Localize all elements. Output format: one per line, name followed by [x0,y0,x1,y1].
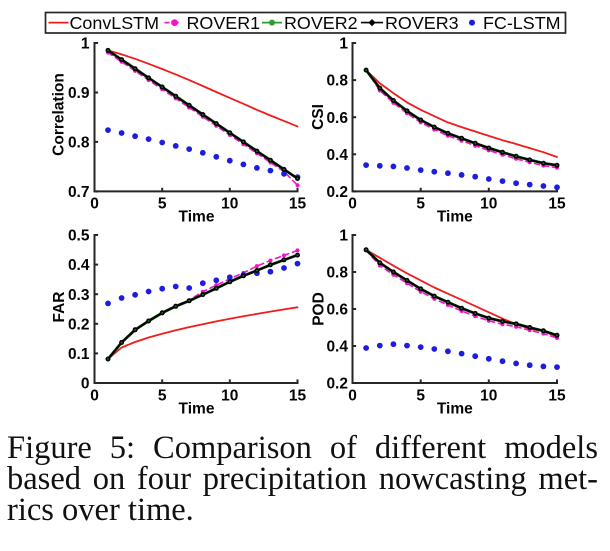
svg-text:ROVER1: ROVER1 [187,13,261,33]
svg-text:Time: Time [179,401,215,418]
svg-text:FC-LSTM: FC-LSTM [483,13,561,33]
svg-text:15: 15 [289,388,307,405]
svg-text:0.5: 0.5 [68,228,90,245]
svg-text:ROVER3: ROVER3 [385,13,459,33]
svg-text:1: 1 [339,36,348,53]
svg-text:10: 10 [480,196,497,213]
svg-text:15: 15 [289,196,307,213]
svg-text:0.4: 0.4 [326,339,348,356]
svg-text:5: 5 [416,388,425,405]
svg-text:5: 5 [416,196,425,213]
svg-text:0.2: 0.2 [68,316,90,333]
svg-text:ConvLSTM: ConvLSTM [70,13,159,33]
svg-text:10: 10 [221,388,238,405]
svg-text:0.1: 0.1 [68,346,90,363]
svg-text:0: 0 [90,196,99,213]
svg-text:1: 1 [81,36,90,53]
svg-text:5: 5 [158,388,167,405]
svg-text:Time: Time [437,209,473,226]
svg-text:0.8: 0.8 [326,265,348,282]
svg-text:0.7: 0.7 [68,184,90,201]
svg-text:0.3: 0.3 [68,287,90,304]
svg-text:15: 15 [548,196,566,213]
svg-text:POD: POD [311,292,328,326]
svg-text:0.8: 0.8 [68,135,90,152]
svg-text:15: 15 [548,388,566,405]
svg-text:5: 5 [158,196,167,213]
svg-text:0: 0 [348,388,357,405]
svg-text:0: 0 [348,196,357,213]
svg-text:0.2: 0.2 [326,184,348,201]
svg-text:Time: Time [437,401,473,418]
svg-text:10: 10 [480,388,497,405]
svg-text:0.2: 0.2 [326,376,348,393]
svg-text:Correlation: Correlation [51,73,68,156]
svg-text:0: 0 [81,376,90,393]
svg-text:0.4: 0.4 [68,257,90,274]
svg-text:ROVER2: ROVER2 [284,13,358,33]
svg-text:0.6: 0.6 [326,110,348,127]
svg-text:CSI: CSI [310,104,327,130]
svg-text:10: 10 [221,196,238,213]
svg-text:0.8: 0.8 [326,73,348,90]
svg-text:0.4: 0.4 [326,147,348,164]
svg-text:0.6: 0.6 [326,302,348,319]
svg-text:0.9: 0.9 [68,85,90,102]
svg-text:1: 1 [339,228,348,245]
svg-text:FAR: FAR [51,292,68,323]
svg-text:Time: Time [179,209,215,226]
svg-text:0: 0 [90,388,99,405]
